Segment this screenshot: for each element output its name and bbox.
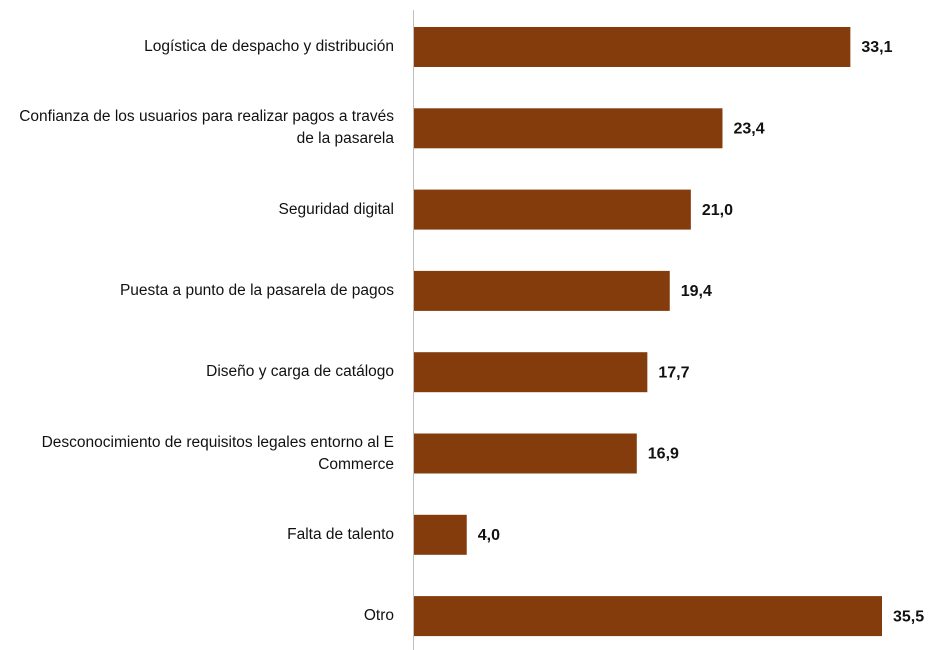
value-label: 19,4 — [681, 283, 712, 300]
bar — [414, 108, 723, 149]
value-label: 33,1 — [861, 39, 892, 56]
value-label: 16,9 — [648, 446, 679, 463]
bar — [414, 189, 691, 230]
value-label: 35,5 — [893, 608, 924, 625]
category-label: Puesta a punto de la pasarela de pagos — [119, 281, 394, 299]
category-label: Logística de despacho y distribución — [144, 38, 394, 55]
bar — [414, 514, 467, 555]
value-label: 17,7 — [658, 364, 689, 381]
category-label: Seguridad digital — [278, 200, 394, 218]
category-label: Otro — [363, 607, 394, 625]
value-label: 23,4 — [733, 121, 764, 138]
bar — [414, 352, 648, 393]
value-label: 21,0 — [702, 202, 733, 219]
bar — [414, 27, 851, 67]
category-label: Desconocimiento de requisitos legales en… — [41, 433, 394, 473]
category-label: Confianza de los usuarios para realizar … — [19, 108, 394, 148]
value-label: 4,0 — [478, 527, 500, 544]
category-label: Diseño y carga de catálogo — [206, 363, 394, 381]
bar — [414, 270, 670, 311]
category-label: Falta de talento — [287, 525, 394, 543]
bar — [414, 433, 637, 474]
bar — [414, 596, 882, 637]
